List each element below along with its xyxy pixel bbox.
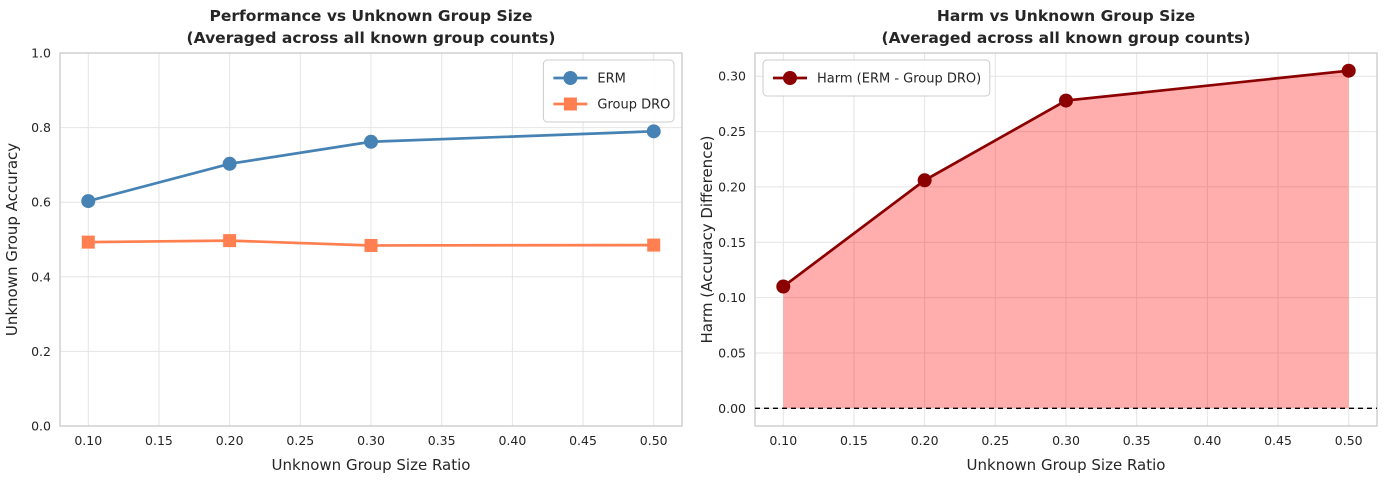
- data-point-marker: [776, 279, 791, 294]
- x-tick-label: 0.25: [286, 433, 314, 448]
- y-tick-label: 0.2: [31, 344, 51, 359]
- legend-label: Group DRO: [597, 98, 670, 113]
- x-tick-label: 0.10: [74, 433, 102, 448]
- x-tick-label: 0.50: [640, 433, 668, 448]
- x-tick-label: 0.50: [1335, 433, 1363, 448]
- data-point-marker: [1341, 63, 1356, 78]
- y-tick-label: 0.30: [718, 69, 746, 84]
- x-tick-label: 0.45: [1264, 433, 1292, 448]
- y-tick-label: 0.00: [718, 401, 746, 416]
- y-axis-label: Unknown Group Accuracy: [3, 143, 21, 336]
- series-line: [781, 69, 1351, 288]
- x-tick-label: 0.35: [428, 433, 456, 448]
- x-axis-label: Unknown Group Size Ratio: [967, 456, 1166, 474]
- harm-area-fill: [783, 70, 1349, 409]
- harm-chart-title: Harm vs Unknown Group Size (Averaged acr…: [755, 5, 1377, 49]
- y-tick-label: 0.6: [31, 195, 51, 210]
- y-tick-label: 1.0: [31, 46, 51, 61]
- plot-border: [59, 52, 683, 427]
- x-tick-label: 0.45: [569, 433, 597, 448]
- data-point-marker: [1059, 93, 1073, 108]
- data-point-marker: [917, 173, 932, 188]
- x-tick-label: 0.20: [911, 433, 939, 448]
- y-axis-label: Harm (Accuracy Difference): [698, 135, 716, 343]
- data-point-marker: [646, 124, 661, 139]
- x-tick-label: 0.40: [1193, 433, 1221, 448]
- harm-chart-title-line1: Harm vs Unknown Group Size: [936, 7, 1196, 25]
- y-tick-label: 0.05: [718, 345, 746, 360]
- legend-sample-marker: [563, 71, 578, 85]
- legend-box: [762, 59, 991, 97]
- data-point-marker: [81, 235, 95, 249]
- series-line: [86, 129, 656, 203]
- performance-chart: 0.10 0.15 0.20 0.25 0.30 0.35 0.40 0.45 0.50 0.0 0…: [3, 46, 683, 474]
- y-tick-label: 0.20: [718, 179, 746, 194]
- y-tick-label: 0.4: [31, 269, 51, 284]
- legend-label: ERM: [597, 72, 625, 87]
- data-point-marker: [223, 234, 237, 248]
- data-point-marker: [364, 134, 378, 149]
- legend-label: Harm (ERM - Group DRO): [817, 72, 981, 87]
- x-tick-label: 0.30: [1052, 433, 1080, 448]
- x-tick-label: 0.25: [981, 433, 1009, 448]
- legend-sample-marker: [563, 97, 577, 111]
- legend-sample-marker: [783, 71, 797, 85]
- x-tick-label: 0.35: [1123, 433, 1151, 448]
- x-tick-label: 0.15: [145, 433, 173, 448]
- data-point-marker: [364, 238, 378, 252]
- harm-chart-title-line2: (Averaged across all known group counts): [881, 29, 1251, 47]
- data-point-marker: [222, 156, 237, 171]
- harm-chart: 0.10 0.15 0.20 0.25 0.30 0.35 0.40 0.45 0.50 0.00…: [698, 52, 1378, 474]
- legend-box: [542, 59, 675, 123]
- series-line: [86, 239, 656, 247]
- data-point-marker: [81, 194, 96, 209]
- x-tick-label: 0.30: [357, 433, 385, 448]
- x-tick-label: 0.20: [216, 433, 244, 448]
- plot-border: [754, 52, 1378, 427]
- y-tick-label: 0.10: [718, 290, 746, 305]
- x-tick-label: 0.40: [498, 433, 526, 448]
- x-tick-label: 0.10: [769, 433, 797, 448]
- performance-chart-title: Performance vs Unknown Group Size (Avera…: [60, 5, 682, 49]
- performance-chart-title-line2: (Averaged across all known group counts): [186, 29, 556, 47]
- y-tick-label: 0.8: [31, 120, 51, 135]
- y-tick-label: 0.0: [31, 419, 51, 434]
- y-tick-label: 0.15: [718, 235, 746, 250]
- data-point-marker: [647, 238, 661, 252]
- x-tick-label: 0.15: [840, 433, 868, 448]
- performance-chart-title-line1: Performance vs Unknown Group Size: [209, 7, 533, 25]
- y-tick-label: 0.25: [718, 124, 746, 139]
- x-axis-label: Unknown Group Size Ratio: [272, 456, 471, 474]
